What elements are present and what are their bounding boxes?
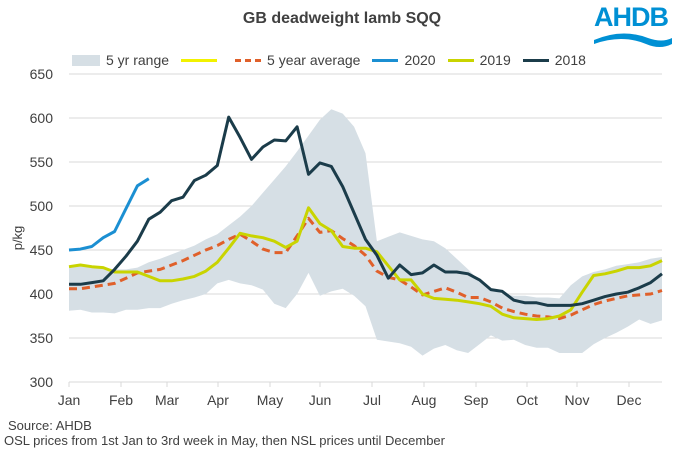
legend-swatch-range [72,54,100,66]
x-tick-label: Sep [464,392,489,408]
ahdb-logo: AHDB [592,2,674,50]
y-axis-label: p/kg [10,226,25,251]
x-tick-label: Jan [58,392,81,408]
y-tick-label: 400 [30,286,54,302]
y-tick-label: 450 [30,242,54,258]
legend-item-2020: 2020 [372,52,436,68]
logo-text: AHDB [594,2,669,32]
y-tick-label: 550 [30,154,54,170]
series-line-2019 [68,206,663,321]
y-tick-label: 500 [30,198,54,214]
y-tick-label: 300 [30,374,54,390]
range-area [69,109,662,356]
y-tick-label: 600 [30,110,54,126]
x-tick-label: Jul [363,392,381,408]
x-tick-labels: Jan Feb Mar Apr May Jun Jul Aug Sep Oct Nov Dec [58,392,642,408]
legend-swatch-average [235,58,262,62]
legend-swatch-2019 [447,58,474,62]
legend-item-2018: 2018 [522,52,586,68]
y-tick-label: 350 [30,330,54,346]
legend-item-range: 5 yr range [72,52,169,68]
x-tick-label: Apr [207,392,229,408]
series-line-5-year-average [69,216,663,321]
legend-label-2020: 2020 [404,52,436,68]
series-line-2018 [69,115,663,307]
range-band [69,109,662,356]
chart-title: GB deadweight lamb SQQ [242,10,442,27]
x-tick-label: Feb [109,392,133,408]
series-lines [68,115,663,321]
x-tick-label: Oct [516,392,538,408]
legend-label-range: 5 yr range [106,52,170,68]
legend-label-2018: 2018 [554,52,586,68]
x-tick-label: Jun [309,392,332,408]
footer: Source: AHDB OSL prices from 1st Jan to … [4,418,445,448]
source-text: Source: AHDB [8,418,92,433]
legend-item-unnamed [181,58,223,62]
legend-label-2019: 2019 [479,52,511,68]
legend-swatch-2018 [522,58,549,62]
legend-item-2019: 2019 [447,52,511,68]
x-tick-label: May [257,392,283,408]
series-line-2020 [68,177,150,252]
legend-swatch-2020 [372,58,399,62]
legend-item-average: 5 year average [235,52,360,68]
legend: 5 yr range 5 year average 2020 2019 2018 [72,50,598,70]
x-tick-label: Mar [155,392,179,408]
x-tick-label: Nov [565,392,590,408]
legend-label-average: 5 year average [267,52,361,68]
legend-swatch-unnamed [181,58,218,62]
x-tick-label: Aug [412,392,437,408]
x-tick-label: Dec [617,392,642,408]
note-text: OSL prices from 1st Jan to 3rd week in M… [4,433,445,448]
y-tick-labels: 300 350 400 450 500 550 600 650 [30,66,54,390]
y-tick-label: 650 [30,66,54,82]
logo-wave-icon [594,33,672,47]
